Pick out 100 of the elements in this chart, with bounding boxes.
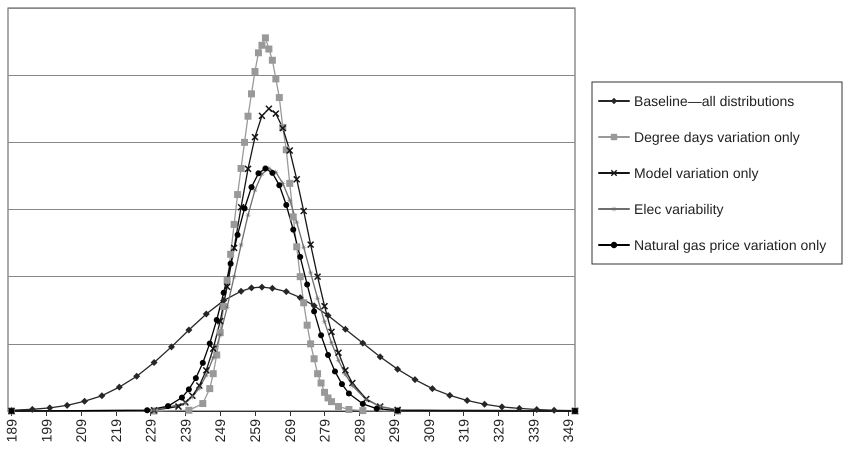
point [200, 360, 206, 366]
point [185, 326, 192, 334]
point [185, 406, 192, 414]
point [258, 112, 266, 120]
point [258, 42, 266, 49]
point [334, 349, 342, 356]
point [230, 273, 238, 280]
point [321, 318, 328, 326]
point [210, 354, 217, 362]
point [242, 205, 248, 212]
x-tick-label: 299 [386, 418, 402, 442]
point [244, 112, 252, 120]
point [550, 406, 558, 414]
point [342, 366, 349, 374]
point [307, 340, 314, 348]
point [268, 284, 276, 292]
point [248, 284, 255, 292]
point [318, 332, 324, 338]
legend-label: Natural gas price variation only [634, 237, 826, 253]
point [144, 407, 150, 414]
x-tick-label: 229 [142, 418, 159, 442]
point [98, 392, 106, 400]
point [210, 370, 217, 378]
x-tick-label: 209 [73, 418, 90, 442]
point [325, 352, 332, 358]
point [533, 406, 540, 414]
point [286, 147, 294, 154]
point [296, 294, 304, 302]
point [150, 358, 158, 366]
point [251, 68, 258, 75]
point [297, 254, 304, 260]
x-tick-label: 289 [351, 418, 368, 442]
point [227, 250, 234, 258]
point [359, 407, 366, 414]
x-tick-label: 249 [212, 418, 228, 442]
point [133, 372, 140, 380]
point [46, 404, 54, 412]
point [178, 394, 185, 401]
point [293, 218, 300, 226]
point [290, 213, 297, 220]
point [290, 226, 296, 233]
point [202, 366, 210, 374]
point [332, 368, 338, 374]
point [214, 316, 220, 323]
point [220, 303, 228, 310]
point [314, 294, 322, 302]
point [28, 406, 36, 413]
point [224, 283, 231, 290]
x-tick-label: 349 [560, 418, 576, 442]
point [272, 75, 280, 82]
point [464, 397, 471, 404]
point [192, 375, 199, 382]
point [328, 328, 336, 336]
point [258, 284, 266, 291]
x-tick-label: 259 [246, 418, 263, 442]
x-tick-label: 269 [282, 418, 298, 442]
legend-label: Elec variability [634, 201, 724, 217]
point [206, 385, 214, 392]
x-tick-label: 329 [490, 418, 506, 442]
point [411, 376, 418, 384]
point [359, 340, 366, 347]
point [498, 403, 506, 410]
point [238, 164, 245, 172]
point [286, 180, 294, 187]
point [318, 380, 325, 387]
point [234, 232, 241, 238]
point [196, 384, 203, 392]
point [296, 273, 304, 280]
point [374, 406, 380, 412]
point [224, 276, 231, 284]
point [300, 244, 308, 251]
point [286, 196, 294, 204]
point [310, 355, 318, 362]
point [516, 404, 523, 412]
point [241, 138, 248, 146]
point [224, 304, 231, 311]
point [328, 339, 336, 346]
x-tick-label: 279 [316, 418, 333, 442]
x-tick-label: 239 [177, 418, 194, 442]
point [293, 243, 300, 250]
point [265, 46, 272, 53]
point [265, 105, 272, 112]
point [348, 382, 356, 390]
point [255, 170, 262, 176]
point [269, 170, 276, 176]
legend-label: Degree days variation only [634, 129, 800, 145]
point [428, 385, 436, 392]
point [220, 290, 227, 296]
point [262, 34, 269, 42]
point [310, 302, 318, 310]
point [186, 386, 192, 392]
point [230, 220, 238, 228]
point [268, 56, 276, 64]
point [206, 340, 213, 346]
point [338, 381, 345, 388]
point [272, 110, 280, 118]
point [283, 202, 290, 208]
point [314, 273, 322, 280]
point [334, 356, 342, 364]
point [394, 366, 402, 373]
